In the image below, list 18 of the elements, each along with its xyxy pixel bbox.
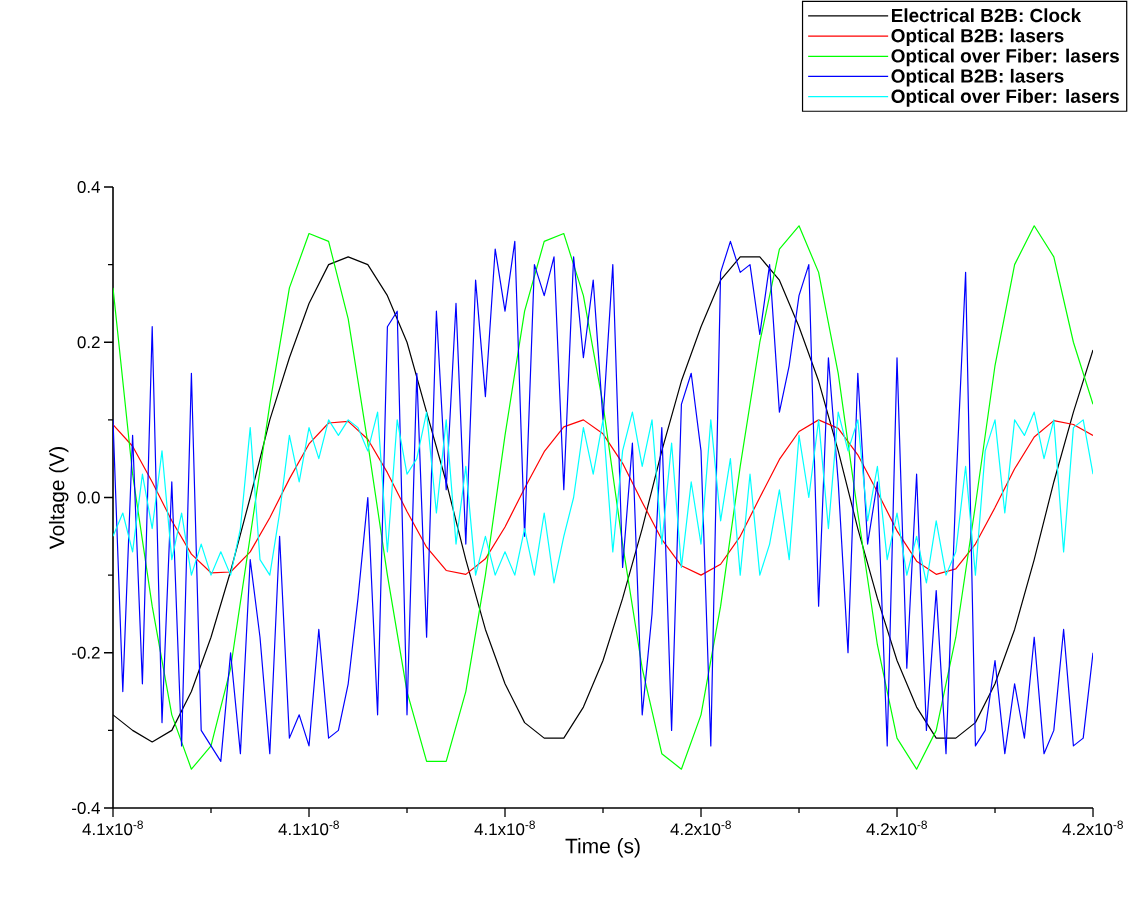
y-tick-label: 0.4: [77, 180, 100, 193]
legend-label: Electrical B2B: Clock: [891, 8, 1082, 23]
legend-label: Optical B2B: lasers: [891, 28, 1064, 47]
y-tick-label: 0.0: [77, 491, 100, 504]
x-tick-label: 4.2x10$^{-8}$: [866, 820, 927, 836]
y-tick-label: -0.4: [72, 802, 100, 814]
legend-label: Optical over Fiber: lasers: [891, 89, 1119, 107]
x-tick-label: 4.1x10$^{-8}$: [278, 820, 339, 836]
legend-label: Optical over Fiber: lasers: [891, 48, 1119, 67]
x-tick-label: 4.2x10$^{-8}$: [1062, 820, 1123, 836]
y-tick-label: 0.2: [77, 336, 100, 349]
x-tick-label: 4.1x10$^{-8}$: [474, 820, 535, 836]
x-axis-title: Time (s): [565, 838, 640, 858]
y-tick-label: -0.2: [72, 646, 100, 659]
y-axis-title: Voltage (V): [48, 447, 69, 550]
x-tick-label: 4.1x10$^{-8}$: [82, 820, 143, 836]
legend-label: Optical B2B: lasers: [891, 68, 1064, 87]
x-tick-label: 4.2x10$^{-8}$: [670, 820, 731, 836]
